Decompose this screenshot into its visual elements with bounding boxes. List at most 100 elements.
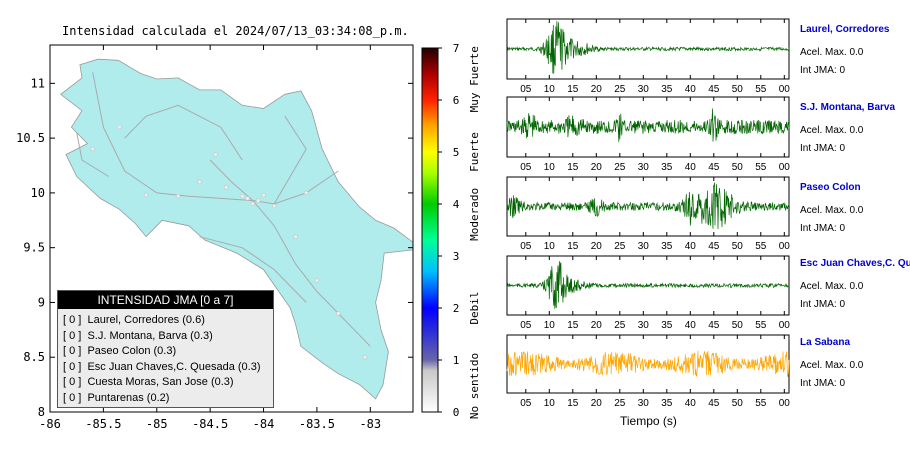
- legend-entry-intensity: [ 0 ]: [63, 345, 82, 357]
- legend-entry-station: Puntarenas (0.2): [87, 391, 170, 404]
- page-title: Intensidad calculada el 2024/07/13_03:34…: [62, 24, 409, 38]
- legend-entry-intensity: [ 0 ]: [63, 314, 82, 326]
- legend-entry-station: Esc Juan Chaves,C. Quesada (0.3): [87, 360, 261, 373]
- colorbar-tick-label: 0: [453, 406, 460, 419]
- waveform-x-tick-label: 05: [520, 320, 532, 331]
- waveform-x-tick-label: 25: [614, 162, 626, 173]
- waveform-x-tick-label: 05: [520, 398, 532, 409]
- waveform-x-tick-label: 45: [708, 162, 720, 173]
- station-name-label: S.J. Montana, Barva: [800, 102, 896, 113]
- waveform-x-tick-label: 25: [614, 84, 626, 95]
- legend-title: INTENSIDAD JMA [0 a 7]: [58, 291, 273, 309]
- waveform-x-tick-label: 40: [685, 241, 697, 252]
- waveform-x-tick-label: 15: [567, 162, 579, 173]
- x-tick-label: -83: [359, 417, 381, 431]
- waveform-x-tick-label: 05: [520, 162, 532, 173]
- road-line: [124, 104, 243, 161]
- map-area: [60, 58, 413, 400]
- colorbar-tick-label: 2: [453, 302, 460, 315]
- road-line: [273, 115, 307, 205]
- legend-list: [ 0 ] Laurel, Corredores (0.6) [ 0 ] S.J…: [58, 309, 273, 406]
- legend-entry-station: Cuesta Moras, San Jose (0.3): [87, 376, 234, 388]
- waveform-x-tick-label: 15: [567, 84, 579, 95]
- x-tick-label: -83.5: [299, 417, 335, 431]
- station-marker: [314, 278, 320, 283]
- colorbar-tick-label: 1: [453, 354, 460, 367]
- legend-entry: [ 0 ] Paseo Colon (0.3): [63, 344, 273, 360]
- colorbar-category-label: Fuerte: [468, 132, 481, 172]
- station-name-label: Esc Juan Chaves,C. Qu: [800, 258, 910, 269]
- station-marker: [336, 311, 341, 316]
- waveform-x-tick-label: 25: [614, 320, 626, 331]
- waveform-x-tick-label: 55: [755, 162, 767, 173]
- waveform-x-tick-label: 10: [544, 320, 556, 331]
- waveform-x-tick-label: 00: [779, 320, 791, 331]
- waveform-x-tick-label: 00: [779, 398, 791, 409]
- waveform-x-tick-label: 40: [685, 84, 697, 95]
- waveform-trace: [506, 108, 790, 142]
- y-tick-label: 8.5: [23, 350, 45, 364]
- station-acc-label: Acel. Max. 0.0: [800, 47, 864, 58]
- station-marker: [271, 203, 277, 209]
- legend-entry-station: Paseo Colon (0.3): [87, 345, 177, 357]
- waveform-x-tick-label: 20: [591, 241, 603, 252]
- station-marker: [213, 152, 218, 157]
- station-marker: [250, 201, 256, 207]
- station-marker: [255, 198, 261, 203]
- legend-entry-intensity: [ 0 ]: [63, 360, 82, 373]
- waveform-x-tick-label: 15: [567, 241, 579, 252]
- waveform-x-tick-label: 05: [520, 241, 532, 252]
- station-int-label: Int JMA: 0: [800, 378, 846, 389]
- waveform-x-tick-label: 55: [755, 241, 767, 252]
- colorbar-tick-label: 3: [453, 250, 460, 263]
- y-tick-label: 11: [31, 76, 45, 90]
- waveform-trace: [506, 182, 790, 230]
- waveform-x-tick-label: 45: [708, 241, 720, 252]
- colorbar-category-label: Moderado: [468, 188, 481, 241]
- x-tick-label: -84.5: [192, 417, 228, 431]
- intensity-colorbar: 0 1 2 3 4 5 6 7 No sentido Debil Moderado Fuerte Muy…: [421, 42, 481, 419]
- colorbar-gradient: [421, 47, 439, 413]
- waveform-x-tick-label: 20: [591, 398, 603, 409]
- road-line: [252, 200, 371, 347]
- waveform-x-tick-label: 30: [638, 320, 650, 331]
- station-marker: [90, 146, 95, 152]
- waveform-x-tick-label: 00: [779, 84, 791, 95]
- station-acc-label: Acel. Max. 0.0: [800, 360, 864, 371]
- station-marker: [117, 124, 122, 130]
- waveform-x-tick-label: 00: [779, 241, 791, 252]
- waveform-x-tick-label: 50: [732, 241, 744, 252]
- x-tick-label: -85.5: [85, 417, 121, 431]
- map-frame: [49, 44, 414, 413]
- road-line: [92, 72, 339, 205]
- waveform-x-tick-label: 30: [638, 162, 650, 173]
- station-name-label: La Sabana: [800, 337, 851, 348]
- waveform-x-tick-label: 30: [638, 398, 650, 409]
- waveform-x-tick-label: 55: [755, 320, 767, 331]
- waveform-x-tick-label: 20: [591, 162, 603, 173]
- station-int-label: Int JMA: 0: [800, 299, 846, 310]
- station-marker: [261, 192, 266, 198]
- waveform-x-tick-label: 25: [614, 241, 626, 252]
- y-tick-label: 9.5: [23, 241, 45, 255]
- road-line: [76, 132, 109, 177]
- legend-entry-intensity: [ 0 ]: [63, 391, 82, 404]
- waveform-x-tick-label: 20: [591, 320, 603, 331]
- y-tick-label: 8: [38, 405, 45, 419]
- x-tick-label: -86: [39, 417, 61, 431]
- station-marker: [293, 234, 298, 239]
- station-marker: [197, 179, 202, 185]
- legend-entry-station: Laurel, Corredores (0.6): [87, 314, 205, 326]
- waveform-x-tick-label: 45: [708, 84, 720, 95]
- waveform-x-tick-label: 30: [638, 84, 650, 95]
- waveform-panels: 05 10 15 20 25 30 35 40 45 50 55 00 05 10 15 20 25 30 35 40…: [506, 18, 791, 409]
- colorbar-category-label: No sentido: [468, 353, 481, 419]
- colorbar-tick-label: 4: [453, 198, 460, 211]
- legend-entry: [ 0 ] S.J. Montana, Barva (0.3): [63, 329, 273, 345]
- legend-entry: [ 0 ] Cuesta Moras, San Jose (0.3): [63, 375, 273, 391]
- waveform-x-tick-label: 45: [708, 398, 720, 409]
- station-int-label: Int JMA: 0: [800, 143, 846, 154]
- waveform-x-tick-label: 05: [520, 84, 532, 95]
- waveform-trace: [506, 21, 790, 74]
- waveform-x-tick-label: 15: [567, 320, 579, 331]
